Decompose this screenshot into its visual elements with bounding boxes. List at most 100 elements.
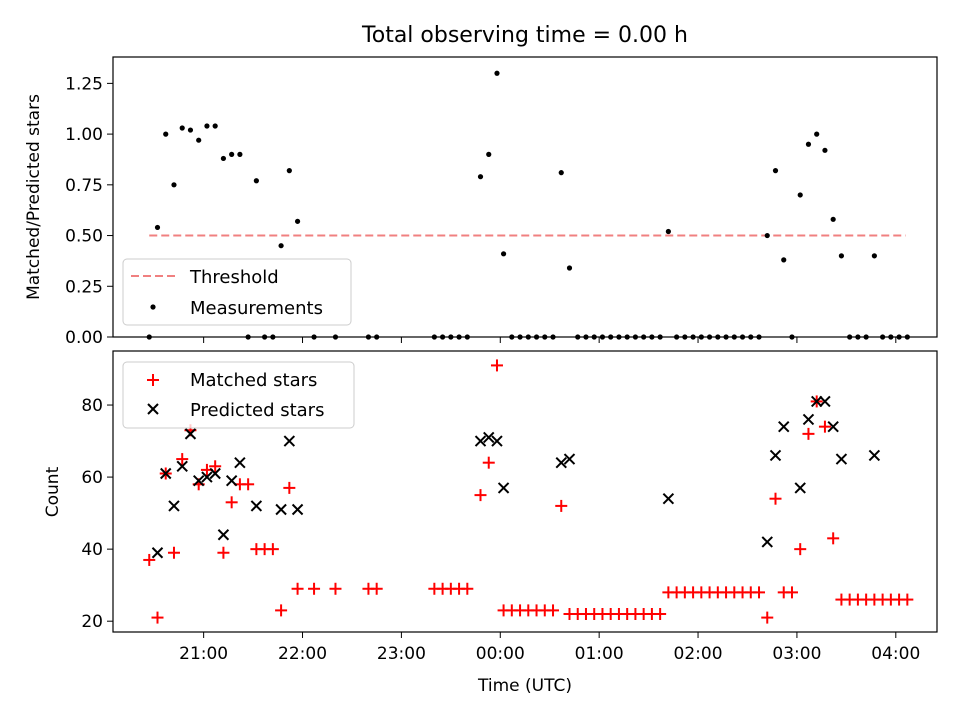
matched-star-point: [482, 456, 495, 469]
predicted-star-point: [868, 449, 881, 462]
predicted-star-point: [497, 482, 510, 494]
x-b: [555, 456, 567, 469]
matched-star-point: [329, 582, 342, 595]
y-tick-label: 0.50: [65, 227, 103, 247]
x-tick-label: 03:00: [772, 644, 821, 664]
predicted-star-point: [555, 456, 567, 469]
x-b: [497, 482, 510, 494]
legend-predicted-swatch: [147, 403, 159, 415]
y-tick-label: 1.00: [65, 125, 103, 145]
matched-star-point: [209, 460, 222, 473]
x-tick-label: 01:00: [575, 644, 624, 664]
predicted-star-point: [761, 536, 773, 548]
measurement-point: [486, 151, 492, 157]
matched-star-point: [490, 359, 503, 372]
y-tick-label: 60: [81, 468, 103, 488]
legend-predicted-label: Predicted stars: [190, 400, 324, 421]
x-b: [250, 500, 263, 512]
measurement-point: [814, 131, 820, 137]
matched-star-point: [283, 481, 296, 494]
ratio-axis-ticks: 0.00 0.25 0.50 0.75 1.00 1.25: [65, 74, 897, 348]
x-b: [291, 503, 304, 516]
measurement-point: [805, 141, 812, 147]
predicted-star-point: [563, 453, 576, 465]
x-b: [176, 460, 188, 472]
matched-star-point: [176, 453, 189, 466]
count-legend-box: [122, 361, 355, 429]
legend-matched-label: Matched stars: [190, 370, 317, 391]
x-axis-label: Time (UTC): [477, 676, 572, 696]
predicted-star-point: [192, 474, 205, 487]
x-b: [778, 420, 790, 433]
measurement-point: [500, 251, 507, 257]
x-tick-label: 23:00: [377, 644, 426, 664]
predicted-star-point: [474, 435, 487, 447]
measurement-point: [204, 123, 210, 129]
x-b: [217, 529, 230, 541]
x-b: [483, 431, 495, 444]
x-b: [868, 449, 881, 462]
x-b: [794, 482, 806, 494]
x-b: [491, 435, 503, 447]
matched-star-point: [769, 492, 782, 505]
x-b: [209, 467, 221, 480]
predicted-star-point: [201, 471, 213, 483]
x-b: [168, 500, 180, 512]
matched-star-point: [167, 546, 180, 559]
matched-star-point: [143, 553, 156, 566]
predicted-star-point: [810, 395, 823, 408]
x-b: [802, 413, 815, 426]
predicted-star-point: [209, 467, 221, 480]
x-tick-label: 00:00: [476, 644, 525, 664]
matched-star-point: [474, 489, 487, 502]
measurement-point: [237, 151, 243, 157]
measurement-point: [494, 70, 500, 76]
x-b: [563, 453, 576, 465]
y-tick-label: 20: [81, 612, 103, 632]
x-b: [662, 492, 675, 505]
x-b: [835, 453, 848, 465]
x-b: [769, 449, 782, 462]
x-b: [225, 474, 238, 487]
measurement-point: [294, 218, 301, 224]
count-legend: Matched stars Predicted stars: [122, 361, 355, 429]
matched-star-point: [827, 532, 840, 545]
chart-title: Total observing time = 0.00 h: [361, 23, 688, 48]
matched-star-point: [818, 420, 831, 433]
predicted-star-point: [778, 420, 790, 433]
count-y-axis-label: Count: [43, 466, 63, 517]
measurement-point: [871, 253, 877, 259]
matched-star-point: [225, 496, 238, 509]
matched-star-point: [753, 586, 766, 599]
matched-star-point: [901, 593, 914, 606]
count-axes-frame: [112, 350, 938, 633]
measurement-point: [163, 131, 169, 137]
x-tick-label: 22:00: [278, 644, 327, 664]
x-b: [283, 435, 296, 447]
measurement-point: [797, 192, 803, 198]
predicted-star-point: [769, 449, 782, 462]
matched-star-point: [370, 582, 383, 595]
measurement-point: [229, 151, 235, 157]
matched-star-point: [547, 604, 560, 617]
legend-measurements-swatch: [150, 304, 156, 310]
measurement-point: [212, 123, 218, 129]
predicted-star-point: [168, 500, 180, 512]
predicted-star-point: [491, 435, 503, 447]
ratio-y-axis-label: Matched/Predicted stars: [24, 94, 44, 300]
measurement-point: [764, 232, 770, 239]
predicted-star-point: [802, 413, 815, 426]
predicted-star-point: [250, 500, 263, 512]
measurement-point: [477, 174, 484, 180]
predicted-star-point: [225, 474, 238, 487]
x-b: [151, 547, 164, 559]
ratio-axes-frame: [112, 56, 938, 338]
matched-star-point: [802, 427, 815, 440]
matched-star-point: [654, 607, 667, 620]
ratio-legend: Threshold Measurements: [122, 258, 352, 326]
matched-star-point: [217, 546, 230, 559]
predicted-star-point: [827, 420, 839, 433]
matched-star-point: [308, 582, 321, 595]
matched-star-point: [275, 604, 288, 617]
predicted-star-point: [217, 529, 230, 541]
